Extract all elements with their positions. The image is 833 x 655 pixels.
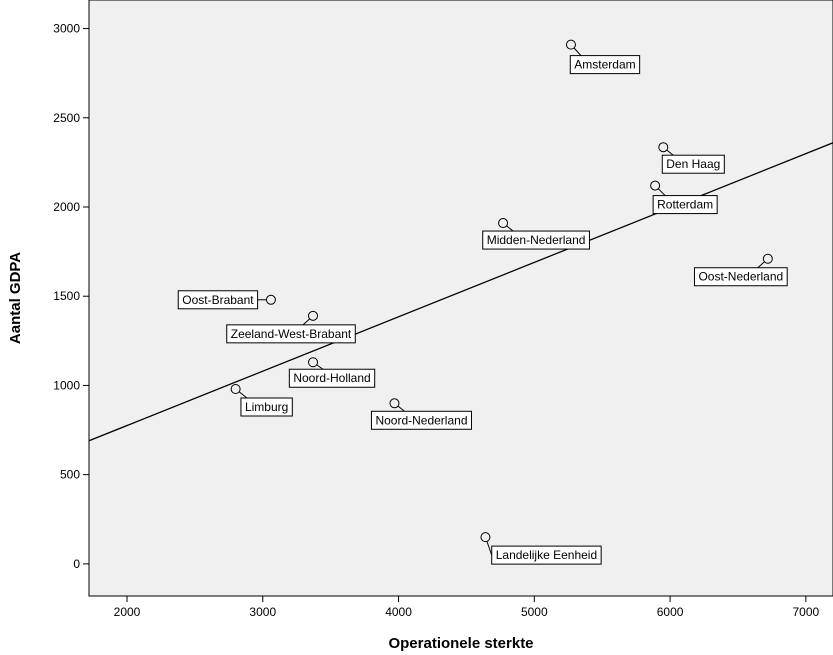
label-box bbox=[240, 397, 293, 417]
y-axis-ticks: 0 500 1000 1500 2000 2500 3000 bbox=[53, 22, 89, 571]
data-point: Amsterdam bbox=[565, 39, 641, 75]
point-marker bbox=[308, 310, 319, 321]
point-label: Noord-Holland bbox=[293, 371, 370, 385]
data-point: Rotterdam bbox=[650, 180, 718, 215]
y-tick-label: 0 bbox=[73, 557, 80, 571]
point-marker bbox=[265, 294, 276, 305]
label-box bbox=[652, 195, 718, 215]
point-label: Noord-Nederland bbox=[375, 413, 467, 427]
data-point: Limburg bbox=[230, 384, 293, 417]
y-axis-title: Aantal GDPA bbox=[7, 252, 24, 344]
point-label: Midden-Nederland bbox=[487, 233, 586, 247]
label-box bbox=[661, 154, 725, 174]
point-marker bbox=[480, 532, 491, 543]
data-point: Noord-Holland bbox=[288, 357, 376, 388]
label-box bbox=[177, 290, 259, 310]
y-tick-label: 1000 bbox=[53, 378, 80, 392]
data-point: Den Haag bbox=[658, 142, 725, 174]
data-point: Oost-Nederland bbox=[693, 253, 788, 287]
x-axis-title: Operationele sterkte bbox=[388, 635, 533, 652]
label-box bbox=[693, 267, 788, 287]
y-tick-label: 3000 bbox=[53, 22, 80, 36]
point-label: Zeeland-West-Brabant bbox=[231, 327, 352, 341]
label-box bbox=[288, 368, 376, 388]
data-point: Zeeland-West-Brabant bbox=[226, 310, 356, 344]
x-tick-label: 5000 bbox=[521, 605, 548, 619]
data-point: Noord-Nederland bbox=[370, 398, 473, 430]
data-point: Oost-Brabant bbox=[177, 290, 276, 310]
y-tick-label: 2000 bbox=[53, 200, 80, 214]
label-box bbox=[482, 230, 590, 250]
point-marker bbox=[389, 398, 400, 409]
point-label: Amsterdam bbox=[574, 58, 635, 72]
y-tick-label: 2500 bbox=[53, 111, 80, 125]
point-marker bbox=[658, 142, 669, 153]
label-box bbox=[226, 324, 356, 344]
point-label: Landelijke Eenheid bbox=[496, 548, 597, 562]
y-tick-label: 500 bbox=[60, 468, 80, 482]
point-marker bbox=[762, 253, 773, 264]
point-label: Den Haag bbox=[666, 157, 720, 171]
data-point: Landelijke Eenheid bbox=[480, 532, 602, 565]
y-tick-label: 1500 bbox=[53, 289, 80, 303]
x-tick-label: 6000 bbox=[657, 605, 684, 619]
point-label: Rotterdam bbox=[657, 198, 713, 212]
x-tick-label: 3000 bbox=[249, 605, 276, 619]
fit-line bbox=[88, 142, 833, 442]
point-label: Oost-Brabant bbox=[182, 293, 254, 307]
x-axis-ticks: 2000 3000 4000 5000 6000 7000 bbox=[114, 596, 820, 619]
label-box bbox=[370, 410, 473, 430]
x-tick-label: 4000 bbox=[385, 605, 412, 619]
x-tick-label: 7000 bbox=[792, 605, 819, 619]
data-point: Midden-Nederland bbox=[482, 218, 590, 250]
point-marker bbox=[230, 384, 241, 395]
data-points: Amsterdam Den Haag Rotterdam Midden-Nederla… bbox=[177, 39, 788, 565]
point-marker bbox=[308, 357, 319, 368]
point-label: Oost-Nederland bbox=[698, 270, 783, 284]
x-tick-label: 2000 bbox=[114, 605, 141, 619]
label-box bbox=[491, 545, 602, 565]
point-marker bbox=[650, 180, 661, 191]
label-box bbox=[569, 55, 641, 75]
point-label: Limburg bbox=[245, 400, 288, 414]
point-marker bbox=[498, 218, 509, 229]
point-marker bbox=[565, 39, 576, 50]
